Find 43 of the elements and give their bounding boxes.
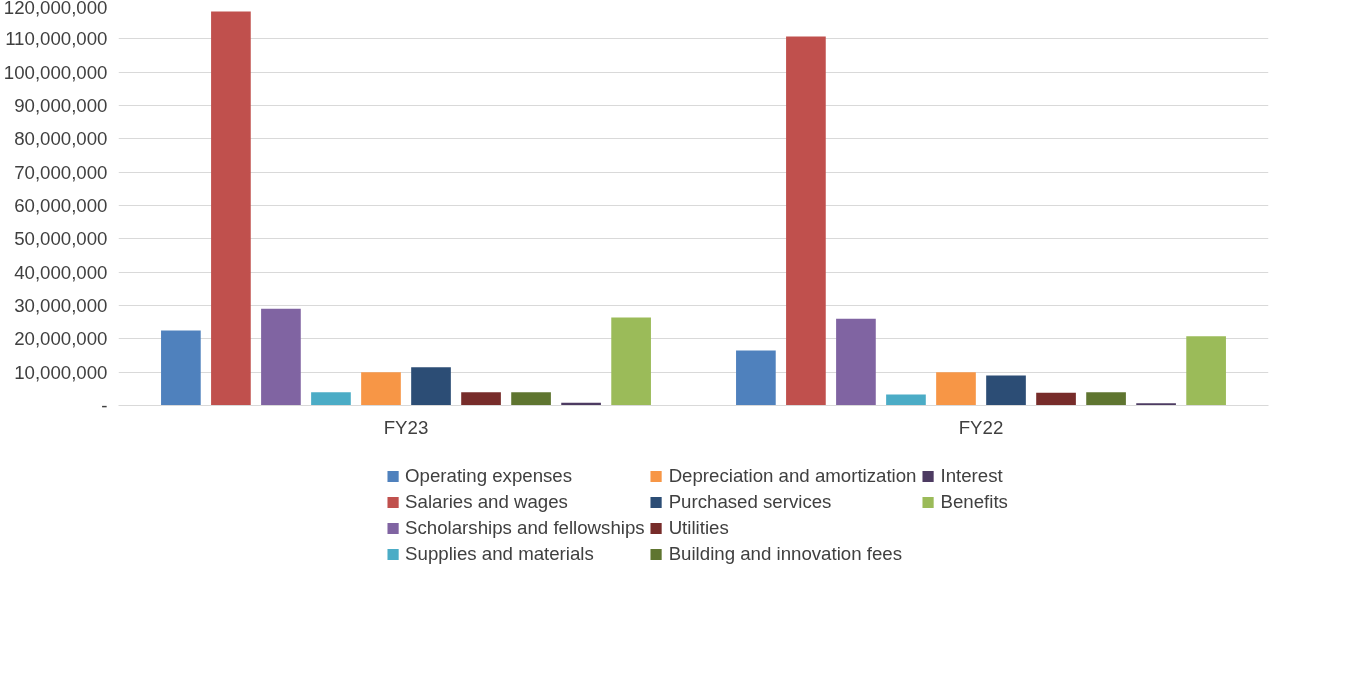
bar [261, 308, 301, 406]
legend-label: Supplies and materials [405, 543, 594, 565]
legend-label: Building and innovation fees [668, 543, 903, 565]
y-tick-label: 30,000,000 [14, 295, 108, 316]
legend-label: Interest [940, 465, 1003, 487]
legend-label: Benefits [940, 491, 1008, 513]
y-tick-label: 120,000,000 [3, 0, 108, 18]
y-tick-label: 110,000,000 [5, 28, 108, 50]
bar [986, 375, 1026, 406]
y-tick-label: 70,000,000 [14, 161, 108, 183]
bar [1086, 392, 1126, 406]
bar [361, 372, 401, 406]
bar [936, 372, 976, 406]
bar [211, 11, 251, 406]
legend-label: Scholarships and fellowships [405, 517, 645, 539]
bar [311, 392, 351, 406]
bar [161, 330, 201, 406]
x-tick-label: FY23 [383, 416, 429, 438]
bar [461, 392, 501, 406]
y-tick-label: 80,000,000 [14, 128, 108, 150]
x-tick-label: FY22 [958, 416, 1004, 438]
legend-label: Salaries and wages [405, 491, 568, 513]
y-tick-label: - [101, 395, 108, 416]
y-tick-label: 40,000,000 [14, 261, 108, 283]
bar [1036, 392, 1076, 406]
legend-label: Depreciation and amortization [668, 465, 917, 487]
y-tick-label: 60,000,000 [14, 195, 108, 216]
bar [1186, 336, 1226, 406]
bar [736, 350, 776, 406]
y-tick-label: 100,000,000 [3, 61, 108, 83]
bar [511, 392, 551, 406]
y-tick-label: 10,000,000 [14, 361, 108, 383]
legend-label: Utilities [668, 517, 729, 539]
y-tick-label: 20,000,000 [14, 328, 108, 350]
y-tick-label: 50,000,000 [14, 228, 108, 250]
legend-label: Operating expenses [405, 465, 573, 487]
y-tick-label: 90,000,000 [14, 95, 108, 116]
bar [886, 394, 926, 406]
bar [411, 367, 451, 406]
bar [786, 36, 826, 406]
bar [836, 318, 876, 406]
legend-label: Purchased services [668, 491, 832, 513]
bar [611, 317, 651, 406]
